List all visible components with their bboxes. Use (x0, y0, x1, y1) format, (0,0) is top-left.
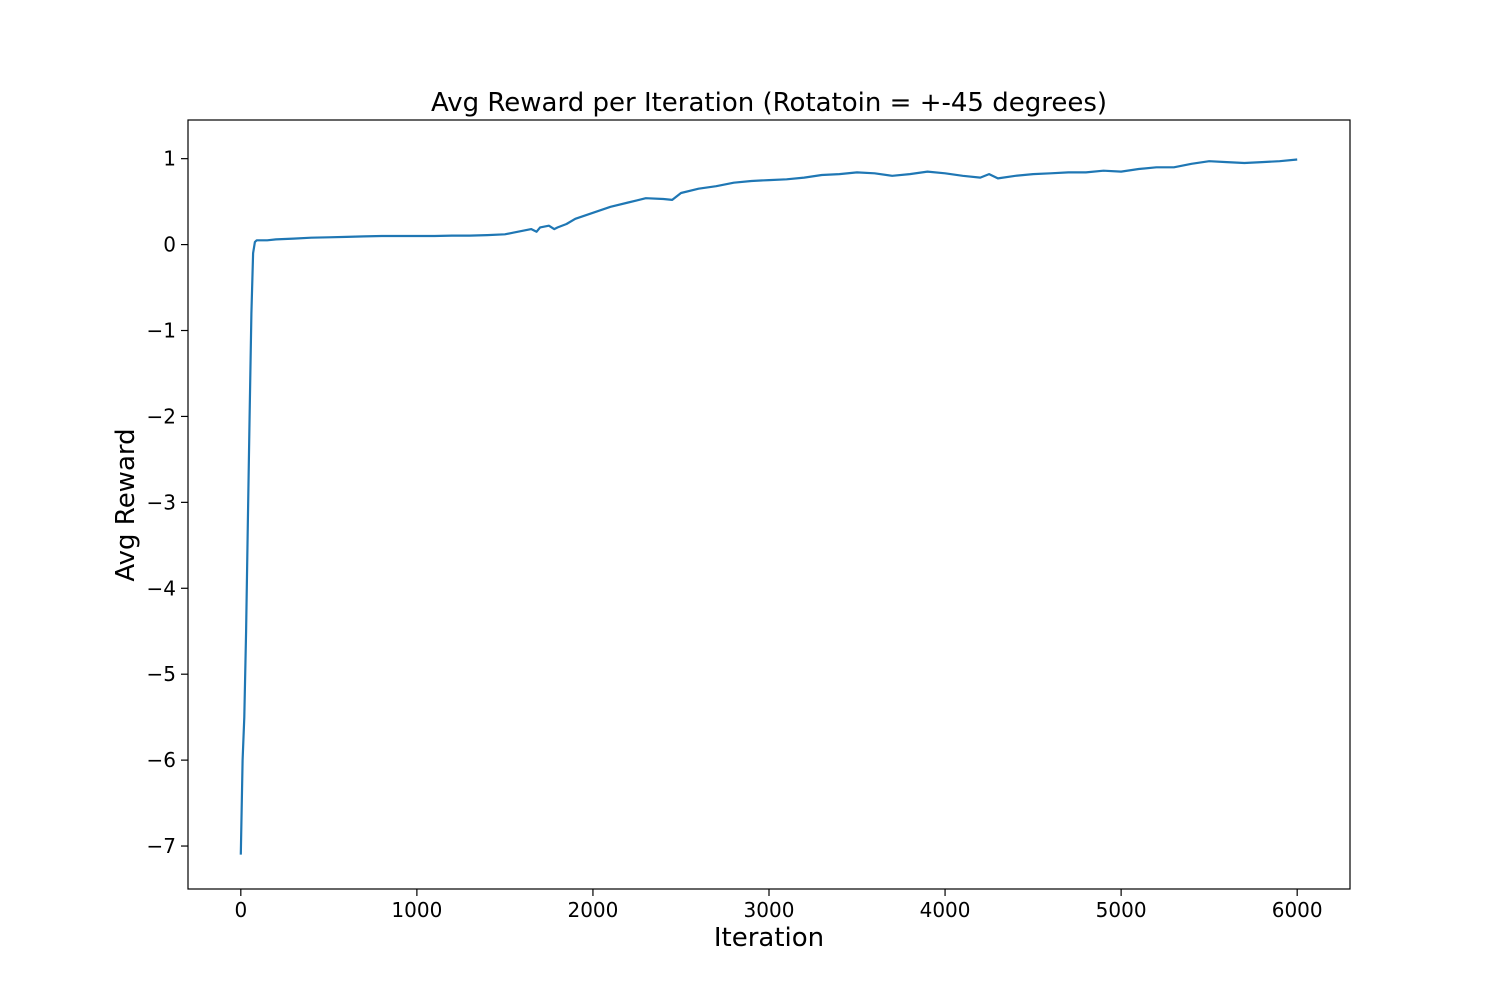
y-tick-label: −3 (147, 490, 176, 514)
x-tick-label: 4000 (920, 898, 971, 922)
x-tick-label: 3000 (744, 898, 795, 922)
y-axis-ticks: 1 0 −1 −2 −3 −4 −5 −6 −7 (147, 147, 188, 858)
x-tick-label: 6000 (1272, 898, 1323, 922)
x-tick-label: 0 (234, 898, 247, 922)
y-axis-label: Avg Reward (111, 428, 141, 581)
x-axis-ticks: 0 1000 2000 3000 4000 5000 6000 (234, 889, 1323, 922)
chart-title: Avg Reward per Iteration (Rotatoin = +-4… (431, 88, 1107, 118)
x-tick-label: 1000 (391, 898, 442, 922)
x-tick-label: 5000 (1096, 898, 1147, 922)
y-tick-label: −6 (147, 748, 176, 772)
series-line-0 (239, 158, 1298, 855)
y-tick-label: 1 (163, 147, 176, 171)
plot-area-frame (187, 119, 1351, 890)
x-axis-label: Iteration (714, 923, 824, 953)
y-tick-label: 0 (163, 233, 176, 257)
y-tick-label: −5 (147, 662, 176, 686)
y-tick-label: −2 (147, 404, 176, 428)
x-tick-label: 2000 (567, 898, 618, 922)
series-layer (239, 158, 1298, 855)
y-tick-label: −4 (147, 576, 176, 600)
y-tick-label: −1 (147, 319, 176, 343)
y-tick-label: −7 (147, 834, 176, 858)
